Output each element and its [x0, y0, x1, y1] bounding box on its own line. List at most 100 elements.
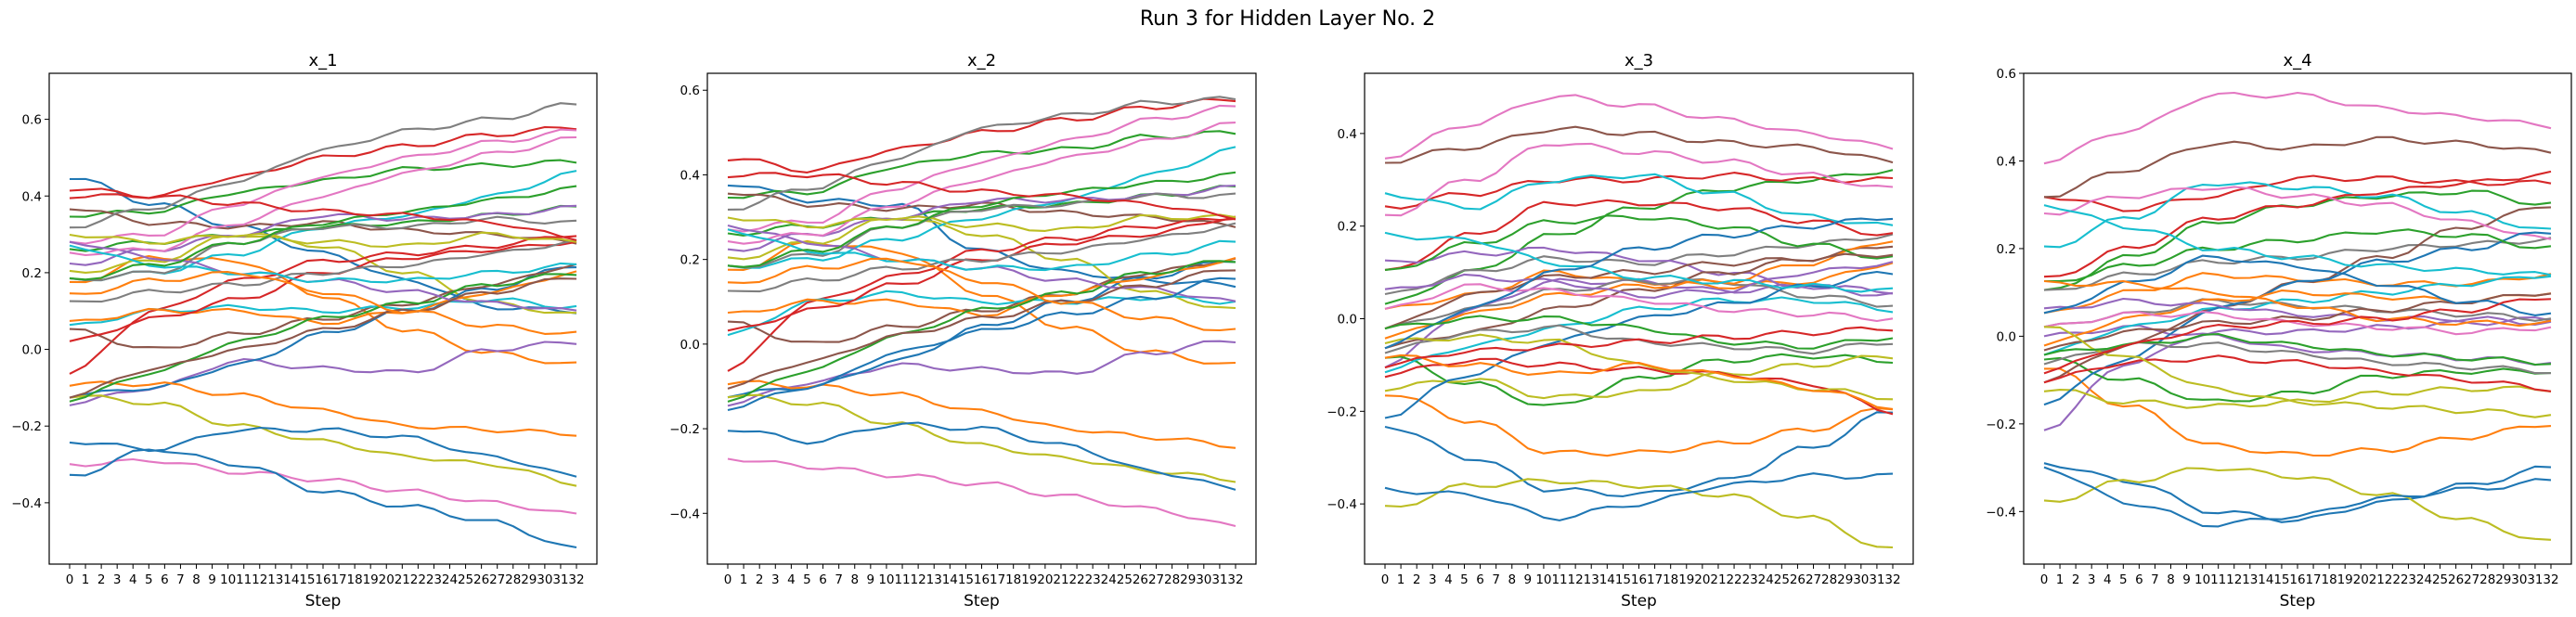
x-tick-label: 12	[2226, 572, 2242, 587]
x-tick-label: 10	[220, 572, 236, 587]
x-tick-label: 8	[2167, 572, 2175, 587]
x-tick-label: 31	[1211, 572, 1227, 587]
x-tick-label: 1	[740, 572, 748, 587]
x-tick-label: 1	[1397, 572, 1405, 587]
series-line-32	[1384, 353, 1894, 410]
series-line-13	[2043, 356, 2552, 403]
x-tick-label: 23	[1742, 572, 1758, 587]
series-line-6	[1384, 125, 1894, 164]
series-line-8	[2043, 237, 2552, 291]
x-tick-label: 7	[2151, 572, 2159, 587]
x-axis-label: Step	[1621, 592, 1657, 611]
series-line-5	[69, 341, 577, 406]
x-tick-label: 30	[537, 572, 552, 587]
x-tick-label: 18	[1005, 572, 1021, 587]
x-tick-label: 15	[2273, 572, 2289, 587]
x-tick-label: 25	[1774, 572, 1790, 587]
series-line-3	[69, 159, 577, 218]
x-tick-label: 21	[1710, 572, 1726, 587]
y-tick-label: 0.2	[22, 266, 42, 281]
x-tick-label: 25	[1117, 572, 1133, 587]
x-tick-label: 17	[2305, 572, 2321, 587]
series-line-27	[727, 122, 1236, 245]
x-tick-label: 25	[2432, 572, 2448, 587]
series-line-1	[2043, 462, 2552, 523]
series-lines	[1384, 94, 1894, 549]
x-tick-label: 28	[1821, 572, 1837, 587]
x-tick-label: 3	[113, 572, 122, 587]
series-line-30	[69, 244, 577, 284]
x-tick-label: 24	[1758, 572, 1774, 587]
x-tick-label: 9	[2182, 572, 2191, 587]
series-line-1	[1384, 411, 1894, 497]
x-tick-label: 14	[1599, 572, 1615, 587]
x-tick-label: 0	[1381, 572, 1390, 587]
series-line-28	[727, 222, 1236, 293]
y-tick-label: 0.2	[680, 253, 700, 268]
x-tick-label: 26	[2448, 572, 2464, 587]
series-line-27	[69, 135, 577, 257]
series-line-21	[1384, 270, 1894, 419]
series-line-2	[69, 254, 577, 365]
series-line-25	[2043, 297, 2552, 327]
series-line-11	[69, 266, 577, 399]
x-tick-label: 4	[1444, 572, 1453, 587]
x-tick-label: 20	[2353, 572, 2369, 587]
x-tick-label: 8	[192, 572, 201, 587]
series-line-12	[727, 379, 1236, 449]
series-line-7	[727, 104, 1236, 233]
x-tick-label: 16	[974, 572, 990, 587]
y-tick-label: 0.6	[680, 84, 700, 98]
x-tick-label: 2	[97, 572, 106, 587]
series-line-20	[1384, 296, 1894, 374]
series-line-11	[1384, 472, 1894, 521]
series-line-26	[1384, 252, 1894, 330]
series-line-23	[727, 260, 1236, 403]
series-line-19	[69, 394, 577, 487]
x-tick-label: 30	[1196, 572, 1211, 587]
y-tick-label: −0.2	[1986, 418, 2016, 432]
x-tick-label: 29	[521, 572, 537, 587]
x-tick-label: 5	[2119, 572, 2128, 587]
x-tick-label: 18	[2322, 572, 2337, 587]
x-tick-label: 5	[803, 572, 811, 587]
x-tick-label: 23	[426, 572, 442, 587]
series-lines	[727, 96, 1236, 528]
y-tick-label: −0.4	[1327, 497, 1357, 512]
x-tick-label: 28	[2479, 572, 2495, 587]
x-tick-label: 26	[1133, 572, 1148, 587]
series-line-26	[727, 269, 1236, 390]
series-line-33	[69, 185, 577, 281]
x-tick-label: 14	[942, 572, 958, 587]
x-tick-label: 18	[347, 572, 363, 587]
x-tick-label: 4	[787, 572, 796, 587]
y-tick-label: 0.0	[1997, 329, 2016, 344]
subplot-x-1: x_1−0.4−0.20.00.20.40.60 1 2 3 4 5 6 7 8 9 10 11 12 1…	[11, 51, 598, 611]
series-line-19	[727, 393, 1236, 483]
x-tick-label: 22	[1726, 572, 1741, 587]
subplot-title: x_4	[2283, 51, 2311, 71]
y-tick-label: 0.0	[22, 343, 42, 358]
series-line-4	[727, 97, 1236, 174]
x-tick-label: 19	[2337, 572, 2353, 587]
series-line-10	[2043, 181, 2552, 249]
x-tick-label: 0	[2040, 572, 2049, 587]
series-line-25	[1384, 261, 1894, 299]
x-tick-label: 32	[1884, 572, 1900, 587]
subplot-x-2: x_2−0.4−0.20.00.20.40.60 1 2 3 4 5 6 7 8 9 10 11 12 1…	[669, 51, 1257, 611]
y-tick-label: −0.4	[11, 496, 42, 511]
series-line-8	[69, 102, 577, 229]
x-tick-label: 28	[505, 572, 521, 587]
series-line-34	[727, 172, 1236, 221]
x-tick-label: 19	[1021, 572, 1037, 587]
series-line-34	[2043, 298, 2552, 375]
series-line-14	[2043, 170, 2552, 278]
y-tick-label: 0.4	[680, 168, 700, 183]
series-line-10	[727, 146, 1236, 269]
x-tick-label: 23	[1085, 572, 1101, 587]
series-line-32	[69, 271, 577, 335]
x-tick-label: 16	[315, 572, 330, 587]
series-line-21	[727, 421, 1236, 491]
series-line-24	[727, 215, 1236, 332]
series-line-17	[1384, 142, 1894, 217]
